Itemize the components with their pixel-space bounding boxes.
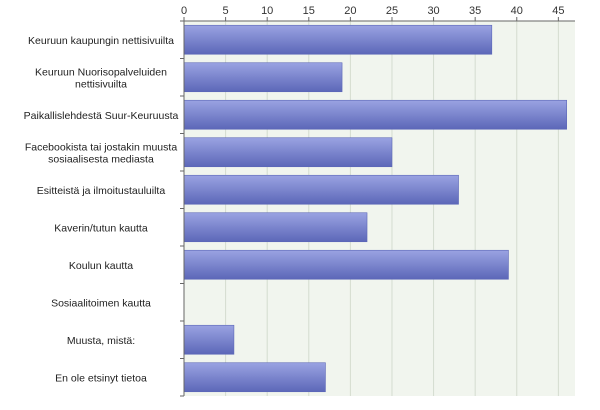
x-tick-label-30: 30 bbox=[427, 5, 439, 17]
bar-4 bbox=[183, 137, 393, 168]
bars bbox=[183, 24, 567, 393]
category-labels: Keuruun kaupungin nettisivuilta Keuruun N… bbox=[24, 35, 179, 385]
x-tick-label-35: 35 bbox=[469, 5, 481, 17]
x-tick-label-0: 0 bbox=[181, 5, 187, 17]
category-label-10: En ole etsinyt tietoa bbox=[55, 372, 147, 384]
category-label-8: Sosiaalitoimen kautta bbox=[51, 297, 151, 309]
x-tick-label-45: 45 bbox=[552, 5, 564, 17]
category-label-7: Koulun kautta bbox=[69, 260, 133, 272]
bar-1 bbox=[183, 24, 493, 55]
axes bbox=[180, 17, 575, 397]
bar-10 bbox=[183, 362, 326, 393]
bar-7 bbox=[183, 249, 509, 280]
bar-2 bbox=[183, 62, 343, 93]
x-tick-label-5: 5 bbox=[223, 5, 229, 17]
x-tick-label-25: 25 bbox=[386, 5, 398, 17]
x-tick-label-40: 40 bbox=[511, 5, 523, 17]
category-label-4: Facebookista tai jostakin muusta sosiaali… bbox=[25, 141, 177, 165]
x-tick-labels: 0 5 10 15 20 25 30 35 40 45 bbox=[181, 5, 565, 17]
category-label-5: Esitteistä ja ilmoitustauluilta bbox=[37, 185, 166, 197]
bar-6 bbox=[183, 212, 368, 243]
bar-3 bbox=[183, 99, 567, 130]
category-label-6: Kaverin/tutun kautta bbox=[54, 222, 148, 234]
category-label-1: Keuruun kaupungin nettisivuilta bbox=[28, 35, 174, 47]
category-label-2: Keuruun Nuorisopalveluiden nettisivuilta bbox=[35, 66, 167, 90]
bar-5 bbox=[183, 174, 459, 205]
bar-9 bbox=[183, 324, 235, 355]
x-tick-label-10: 10 bbox=[261, 5, 273, 17]
category-label-3: Paikallislehdestä Suur-Keuruusta bbox=[24, 110, 179, 122]
x-tick-label-15: 15 bbox=[303, 5, 315, 17]
x-tick-label-20: 20 bbox=[344, 5, 356, 17]
category-label-9: Muusta, mistä: bbox=[67, 335, 135, 347]
